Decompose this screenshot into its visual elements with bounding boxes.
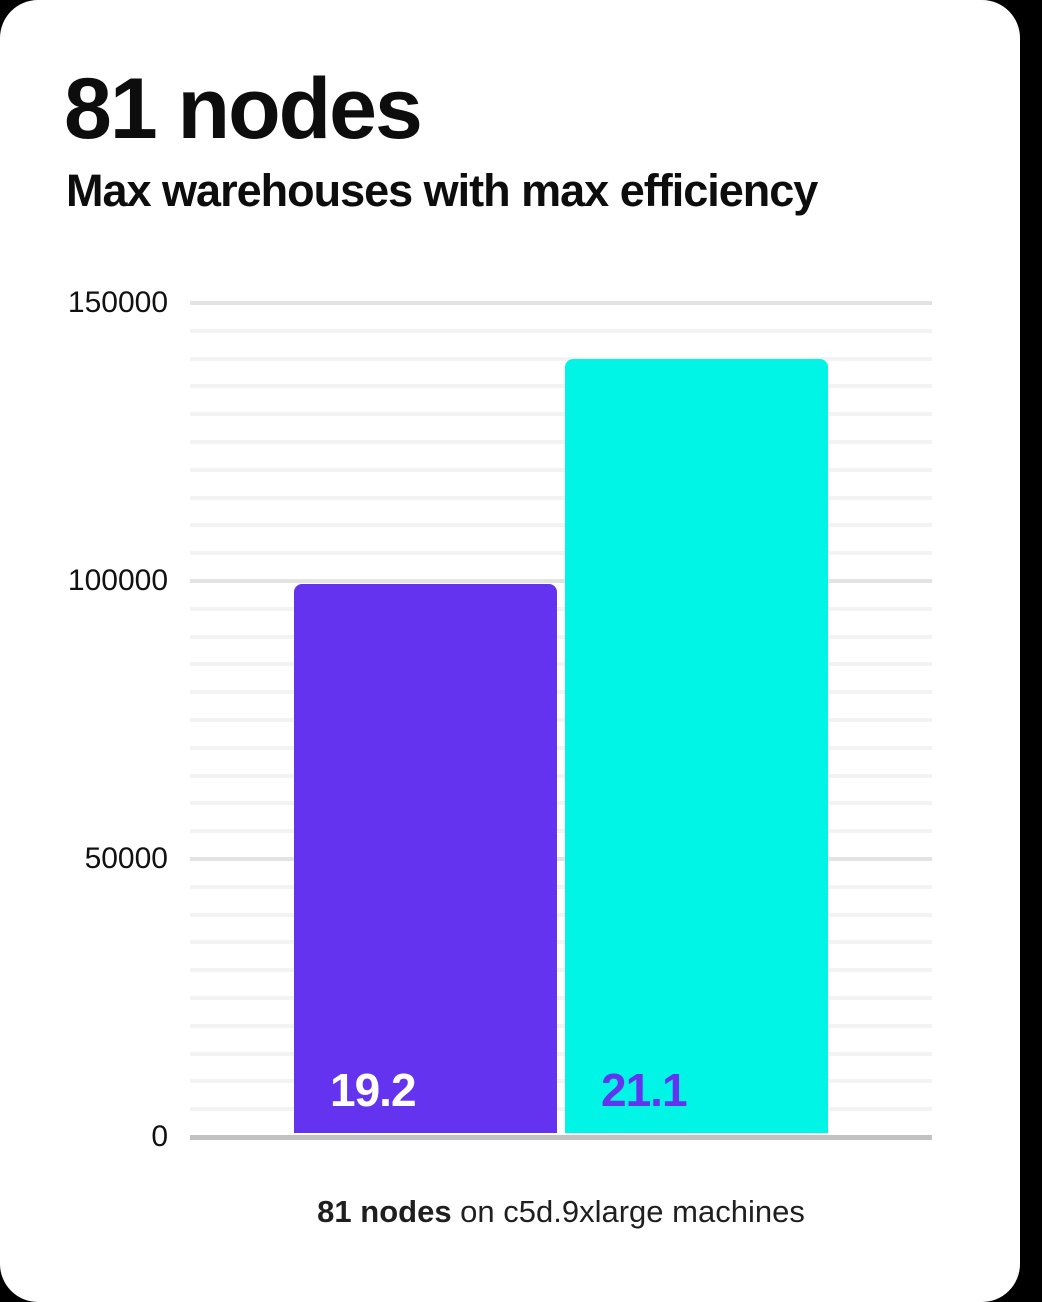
minor-gridline (190, 467, 932, 472)
minor-gridline (190, 412, 932, 417)
x-axis-baseline (190, 1135, 932, 1140)
minor-gridline (190, 1079, 932, 1084)
y-tick-label: 0 (151, 1120, 168, 1153)
minor-gridline (190, 1051, 932, 1056)
caption-regular-text: on c5d.9xlarge machines (451, 1194, 805, 1229)
minor-gridline (190, 523, 932, 528)
minor-gridline (190, 912, 932, 917)
minor-gridline (190, 551, 932, 556)
minor-gridline (190, 996, 932, 1000)
minor-gridline (190, 773, 932, 778)
chart-card: 81 nodes Max warehouses with max efficie… (0, 0, 1020, 1302)
y-tick-label: 150000 (67, 286, 168, 319)
minor-gridline (190, 940, 932, 945)
minor-gridline (190, 606, 932, 611)
page-subtitle: Max warehouses with max efficiency (66, 165, 818, 216)
minor-gridline (190, 1107, 932, 1112)
minor-gridline (190, 745, 932, 750)
minor-gridline (190, 495, 932, 500)
minor-gridline (190, 356, 932, 361)
minor-gridline (190, 384, 932, 389)
y-tick-label: 50000 (84, 842, 168, 875)
page-title: 81 nodes (64, 61, 423, 157)
minor-gridline (190, 718, 932, 722)
bar-19.2: 19.2 (294, 583, 557, 1133)
bar-value-label: 19.2 (330, 1064, 417, 1116)
minor-gridline (190, 690, 932, 695)
bar-value-label: 21.1 (601, 1064, 688, 1116)
minor-gridline (190, 1023, 932, 1028)
minor-gridline (190, 440, 932, 444)
major-gridline (190, 857, 932, 861)
caption-bold-text: 81 nodes (317, 1194, 452, 1229)
minor-gridline (190, 884, 932, 889)
minor-gridline (190, 662, 932, 667)
minor-gridline (190, 829, 932, 834)
major-gridline (190, 579, 932, 583)
minor-gridline (190, 328, 932, 333)
y-axis-tick-labels: 0 50000 100000 150000 (0, 288, 168, 1152)
bar-21.1: 21.1 (565, 358, 828, 1133)
y-tick-label: 100000 (67, 564, 168, 597)
bar-chart-plot-area: 19.2 21.1 (190, 301, 932, 1140)
minor-gridline (190, 634, 932, 639)
minor-gridline (190, 968, 932, 973)
minor-gridline (190, 801, 932, 806)
major-gridline (190, 301, 932, 305)
chart-caption: 81 nodes on c5d.9xlarge machines (190, 1190, 932, 1235)
